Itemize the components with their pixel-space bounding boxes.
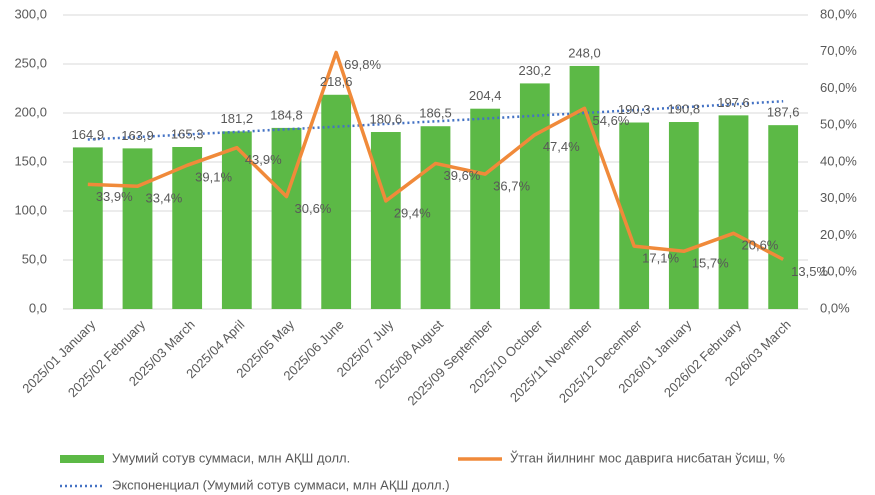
bar-value-label: 181,2 bbox=[221, 111, 254, 126]
bar bbox=[271, 127, 302, 310]
line-value-label: 69,8% bbox=[344, 57, 381, 72]
legend-label: Ўтган йилнинг мос даврига нисбатан ўсиш,… bbox=[510, 450, 785, 465]
line bbox=[87, 50, 784, 261]
y2-tick-label: 0,0% bbox=[820, 300, 850, 315]
bar-value-label: 163,9 bbox=[121, 128, 154, 143]
y2-tick-label: 50,0% bbox=[820, 117, 857, 132]
y2-tick-label: 70,0% bbox=[820, 43, 857, 58]
line-value-label: 17,1% bbox=[642, 251, 679, 266]
line-value-label: 33,4% bbox=[146, 191, 183, 206]
y2-tick-label: 30,0% bbox=[820, 190, 857, 205]
y-tick-label: 150,0 bbox=[14, 153, 47, 168]
y2-tick-label: 80,0% bbox=[820, 6, 857, 21]
line-value-label: 36,7% bbox=[493, 179, 530, 194]
legend-label: Экспоненциал (Умумий сотув суммаси, млн … bbox=[112, 477, 450, 492]
line-value-label: 15,7% bbox=[692, 256, 729, 271]
bar-value-label: 248,0 bbox=[568, 45, 601, 60]
bar-value-label: 186,5 bbox=[419, 106, 452, 121]
bar-value-label: 184,8 bbox=[270, 107, 303, 122]
y-tick-label: 100,0 bbox=[14, 202, 47, 217]
y-tick-label: 300,0 bbox=[14, 6, 47, 21]
y-tick-label: 50,0 bbox=[22, 251, 47, 266]
line-value-label: 39,6% bbox=[444, 168, 481, 183]
bar-value-label: 165,3 bbox=[171, 126, 204, 141]
bar-value-label: 187,6 bbox=[767, 105, 800, 120]
legend-swatch bbox=[60, 455, 104, 463]
y-tick-label: 250,0 bbox=[14, 55, 47, 70]
bar-value-label: 190,8 bbox=[668, 101, 701, 116]
x-tick-group: 2025/11 November bbox=[507, 316, 596, 405]
x-tick-label: 2025/11 November bbox=[507, 316, 596, 405]
line-value-label: 30,6% bbox=[295, 201, 332, 216]
bar-value-label: 218,6 bbox=[320, 74, 353, 89]
line-value-label: 43,9% bbox=[245, 152, 282, 167]
bar bbox=[470, 108, 501, 309]
bar-value-label: 190,3 bbox=[618, 102, 651, 117]
bar-value-label: 197,6 bbox=[717, 95, 750, 110]
bar-value-label: 230,2 bbox=[519, 63, 552, 78]
line-value-label: 39,1% bbox=[195, 170, 232, 185]
line-value-label: 47,4% bbox=[543, 139, 580, 154]
x-tick-group: 2025/12 December bbox=[556, 316, 645, 405]
bar bbox=[72, 147, 103, 309]
y2-tick-label: 40,0% bbox=[820, 153, 857, 168]
bar bbox=[718, 115, 749, 310]
bar bbox=[172, 147, 203, 309]
bar bbox=[221, 131, 252, 309]
y2-tick-label: 10,0% bbox=[820, 264, 857, 279]
bar bbox=[519, 83, 550, 310]
y-tick-label: 200,0 bbox=[14, 104, 47, 119]
bar-value-label: 164,9 bbox=[72, 127, 105, 142]
y2-tick-label: 20,0% bbox=[820, 227, 857, 242]
line-value-label: 33,9% bbox=[96, 189, 133, 204]
y2-tick-label: 60,0% bbox=[820, 80, 857, 95]
bar bbox=[768, 125, 799, 309]
y-tick-label: 0,0 bbox=[29, 300, 47, 315]
trend-line bbox=[87, 99, 784, 141]
bar-value-label: 180,6 bbox=[370, 111, 403, 126]
bar-value-label: 204,4 bbox=[469, 88, 502, 103]
bar bbox=[668, 122, 699, 310]
x-tick-group: 2025/09 September bbox=[404, 316, 496, 408]
line-value-label: 13,5% bbox=[791, 264, 828, 279]
legend-label: Умумий сотув суммаси, млн АҚШ долл. bbox=[112, 450, 350, 465]
line-value-label: 54,6% bbox=[593, 113, 630, 128]
x-tick-label: 2025/12 December bbox=[556, 316, 645, 405]
x-tick-label: 2025/09 September bbox=[404, 316, 496, 408]
line-value-label: 29,4% bbox=[394, 205, 431, 220]
bar bbox=[122, 148, 153, 309]
bar bbox=[321, 94, 352, 309]
bar bbox=[569, 65, 600, 310]
bar bbox=[420, 126, 451, 309]
bar bbox=[370, 132, 401, 309]
line-value-label: 20,6% bbox=[742, 238, 779, 253]
